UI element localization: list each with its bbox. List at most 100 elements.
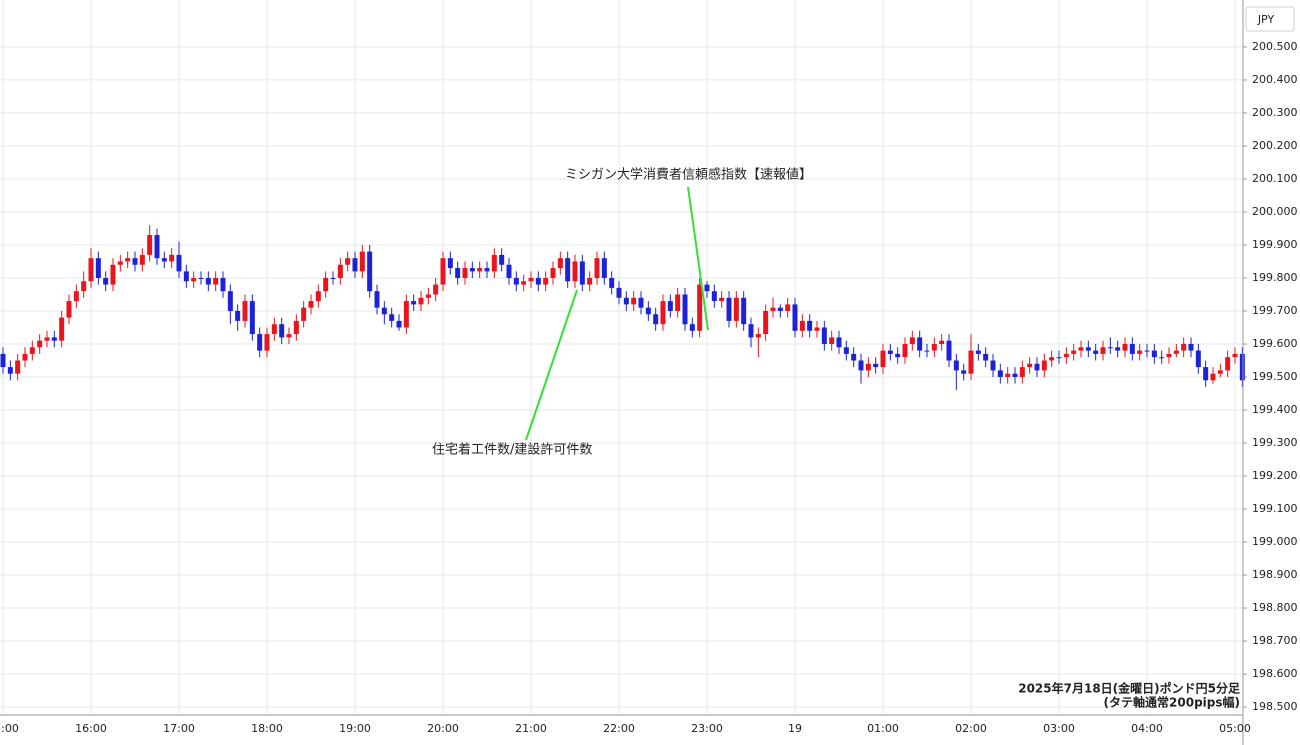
y-tick-label: 198.900 [1252,568,1298,581]
candle-body [1217,370,1223,374]
x-tick-label: 01:00 [867,722,899,735]
candle-body [264,334,270,351]
candle-body [242,301,248,321]
y-tick-label: 199.600 [1252,337,1298,350]
candle-body [939,340,945,344]
y-tick-label: 200.400 [1252,73,1298,86]
candle-body [286,334,292,338]
candle-body [961,370,967,374]
y-tick-label: 199.400 [1252,403,1298,416]
candle-body [1225,357,1231,371]
candle-body [667,301,673,311]
y-tick-label: 200.100 [1252,172,1298,185]
candle-body [741,297,747,325]
candle-body [873,363,879,368]
candle-body [1173,350,1179,354]
candle-body [220,277,226,292]
candle-body [323,277,329,292]
candle-body [689,324,695,331]
candle-body [675,294,681,311]
candle-body [271,324,277,335]
candle-body [359,251,365,272]
candle-body [103,277,109,285]
candle-body [968,350,974,374]
candle-body [491,254,497,272]
y-tick-label: 200.300 [1252,106,1298,119]
candle-body [682,294,688,325]
grid [0,0,1247,715]
candle-body [125,258,131,262]
candle-body [572,261,578,282]
y-tick-label: 198.800 [1252,601,1298,614]
y-tick-label: 199.800 [1252,271,1298,284]
candle-body [59,317,65,341]
candle-body [1012,373,1018,377]
candle-body [198,277,204,279]
candle-body [330,277,336,279]
candle-body [235,310,241,321]
candle-body [1203,367,1209,381]
x-tick-label: 15:00 [0,722,19,735]
annotation-text: ミシガン大学消費者信頼感指数【速報値】 [565,167,812,183]
candle-body [66,301,72,318]
candle-body [1085,347,1091,351]
chart-note: (タテ軸通常200pips幅) [1104,695,1240,710]
candle-body [1188,343,1194,351]
candle-body [447,258,453,269]
currency-box [1245,6,1295,32]
candle-body [836,337,842,348]
candle-body [381,307,387,315]
candle-body [44,337,50,341]
y-tick-label: 199.300 [1252,436,1298,449]
candle-body [110,264,116,285]
candle-body [425,294,431,298]
candle-body [213,277,219,285]
candle-body [990,360,996,371]
candle-body [953,360,959,371]
candle-body [946,340,952,361]
candle-body [1144,350,1150,352]
candle-body [418,297,424,305]
candle-body [1071,350,1077,354]
candle-body [396,320,402,328]
candle-body [279,324,285,338]
candle-body [997,370,1003,377]
candle-body [917,337,923,351]
candle-body [616,287,622,298]
annotations: ミシガン大学消費者信頼感指数【速報値】住宅着工件数/建設許可件数 [432,167,812,458]
candle-body [704,284,710,292]
candle-body [88,258,94,282]
candle-body [462,268,468,278]
annotation-text: 住宅着工件数/建設許可件数 [432,442,592,458]
candle-body [1005,373,1011,377]
candle-body [205,277,211,285]
y-tick-label: 199.700 [1252,304,1298,317]
candle-body [777,307,783,311]
x-tick-label: 02:00 [955,722,987,735]
candle-body [183,271,189,282]
candles [0,225,1245,391]
candle-body [543,277,549,285]
annotation-line [525,289,578,441]
candle-body [499,254,505,265]
candle-body [865,363,871,371]
candle-body [37,340,43,348]
candle-body [557,258,563,269]
candle-body [1034,363,1040,371]
candle-body [29,347,35,354]
candle-body [411,301,417,305]
candle-body [843,347,849,354]
x-tick-label: 19:00 [339,722,371,735]
candle-body [227,291,233,311]
candle-body [983,353,989,361]
candle-body [1041,360,1047,371]
candle-body [455,268,461,278]
x-tick-label: 20:00 [427,722,459,735]
candle-body [506,264,512,278]
candle-body [587,277,593,285]
candle-body [176,254,182,272]
candle-body [645,307,651,315]
x-tick-label: 23:00 [691,722,723,735]
candle-body [528,277,534,282]
